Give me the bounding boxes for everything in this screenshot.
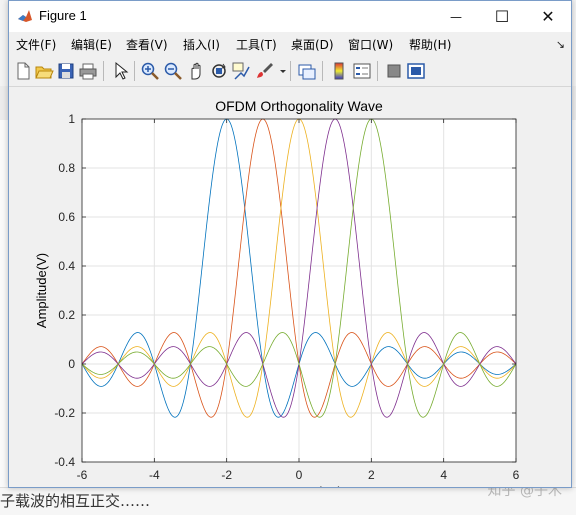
toolbar-separator xyxy=(377,61,378,81)
maximize-icon: ☐ xyxy=(494,7,510,26)
menu-tools[interactable]: 工具(T) xyxy=(236,38,277,52)
chart-title: OFDM Orthogonality Wave xyxy=(215,98,383,114)
menu-bar: 文件(F) 编辑(E) 查看(V) 插入(I) 工具(T) 桌面(D) 窗口(W… xyxy=(9,32,571,56)
matlab-logo-icon xyxy=(17,8,33,24)
x-tick-label: -2 xyxy=(221,468,232,482)
minimize-button[interactable]: — xyxy=(433,1,479,32)
x-tick-label: 2 xyxy=(368,468,375,482)
ofdm-chart[interactable]: -6 -4 -2 0 2 4 6 -0.4 -0.2 0 0.2 0.4 0.6 0.8 1 OFDM Ort… xyxy=(9,87,571,487)
title-bar[interactable]: Figure 1 — ☐ ✕ xyxy=(9,1,571,32)
print-icon[interactable] xyxy=(78,61,98,81)
background-right-panel xyxy=(570,120,576,514)
y-tick-label: -0.2 xyxy=(54,406,75,420)
menu-insert[interactable]: 插入(I) xyxy=(183,38,220,52)
colorbar-icon[interactable] xyxy=(329,61,349,81)
toolbar-separator xyxy=(290,61,291,81)
show-plot-tools-icon[interactable] xyxy=(406,61,426,81)
menu-overflow-icon[interactable]: ↘ xyxy=(555,38,565,51)
menu-desktop[interactable]: 桌面(D) xyxy=(291,38,334,52)
edit-plot-arrow-icon[interactable] xyxy=(110,61,130,81)
x-tick-label: 4 xyxy=(440,468,447,482)
rotate-3d-icon[interactable] xyxy=(209,61,229,81)
background-left-panel xyxy=(0,120,8,514)
figure-toolbar xyxy=(9,56,571,87)
y-tick-label: 0 xyxy=(68,357,75,371)
x-tick-label: -4 xyxy=(149,468,160,482)
y-tick-label: 1 xyxy=(68,112,75,126)
open-file-icon[interactable] xyxy=(34,61,54,81)
menu-view[interactable]: 查看(V) xyxy=(126,38,168,52)
y-tick-label: 0.4 xyxy=(58,259,75,273)
x-tick-label: -6 xyxy=(77,468,88,482)
zoom-out-icon[interactable] xyxy=(163,61,183,81)
data-cursor-icon[interactable] xyxy=(231,61,251,81)
minimize-icon: — xyxy=(450,9,462,24)
y-tick-label: 0.8 xyxy=(58,161,75,175)
toolbar-separator xyxy=(103,61,104,81)
new-figure-icon[interactable] xyxy=(13,61,33,81)
x-axis-label: Frequency(Hz) xyxy=(256,484,342,487)
legend-icon[interactable] xyxy=(352,61,372,81)
menu-window[interactable]: 窗口(W) xyxy=(348,38,394,52)
menu-help[interactable]: 帮助(H) xyxy=(409,38,452,52)
menu-edit[interactable]: 编辑(E) xyxy=(71,38,112,52)
figure-window: Figure 1 — ☐ ✕ 文件(F) 编辑(E) 查看(V) 插入(I) 工… xyxy=(8,0,572,488)
figure-canvas[interactable]: -6 -4 -2 0 2 4 6 -0.4 -0.2 0 0.2 0.4 0.6 0.8 1 OFDM Ort… xyxy=(9,87,571,487)
menu-file[interactable]: 文件(F) xyxy=(16,38,57,52)
maximize-button[interactable]: ☐ xyxy=(479,1,525,32)
toolbar-separator xyxy=(134,61,135,81)
close-icon: ✕ xyxy=(541,7,555,26)
window-title: Figure 1 xyxy=(39,8,87,23)
pan-hand-icon[interactable] xyxy=(186,61,206,81)
link-plot-icon[interactable] xyxy=(297,61,317,81)
brush-dropdown-icon[interactable] xyxy=(273,61,286,81)
close-button[interactable]: ✕ xyxy=(525,1,571,32)
zoom-in-icon[interactable] xyxy=(140,61,160,81)
save-icon[interactable] xyxy=(56,61,76,81)
series-line-5 xyxy=(81,118,517,418)
y-tick-label: 0.2 xyxy=(58,308,75,322)
x-tick-label: 6 xyxy=(513,468,520,482)
hide-plot-tools-icon[interactable] xyxy=(384,61,404,81)
y-tick-label: -0.4 xyxy=(54,455,75,469)
toolbar-separator xyxy=(322,61,323,81)
brush-icon[interactable] xyxy=(255,61,275,81)
x-tick-label: 0 xyxy=(296,468,303,482)
y-tick-label: 0.6 xyxy=(58,210,75,224)
y-axis-label: Amplitude(V) xyxy=(34,253,49,328)
background-article-text: 子载波的相互正交…… xyxy=(0,492,151,510)
